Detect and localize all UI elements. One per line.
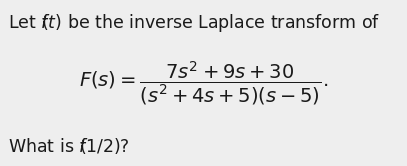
Text: Let $f\!\!(t)$ be the inverse Laplace transform of: Let $f\!\!(t)$ be the inverse Laplace tr… [8,12,381,34]
Text: $F(s) = \dfrac{7s^2 + 9s + 30}{(s^2 + 4s + 5)(s - 5)}.$: $F(s) = \dfrac{7s^2 + 9s + 30}{(s^2 + 4s… [79,59,328,107]
Text: What is $f\!\!(1/2)$?: What is $f\!\!(1/2)$? [8,136,130,156]
